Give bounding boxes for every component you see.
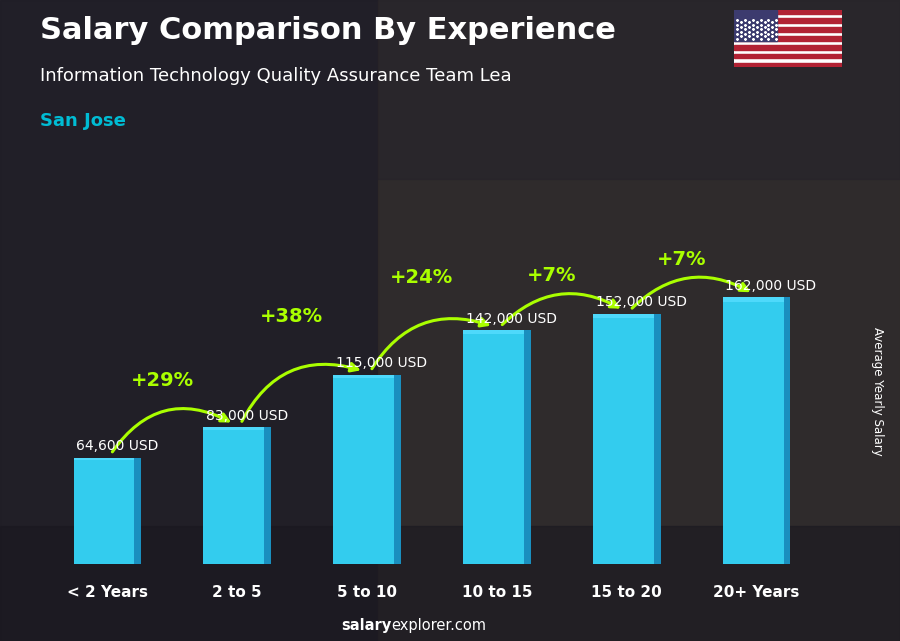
- Bar: [723, 297, 784, 302]
- Bar: [333, 374, 394, 378]
- Bar: [0, 0, 378, 641]
- Bar: [464, 330, 524, 334]
- Bar: [74, 458, 134, 460]
- Bar: [734, 63, 842, 67]
- Text: +7%: +7%: [656, 250, 706, 269]
- Bar: [784, 297, 790, 564]
- Text: 115,000 USD: 115,000 USD: [336, 356, 427, 370]
- Text: 20+ Years: 20+ Years: [714, 585, 800, 600]
- Bar: [203, 428, 265, 429]
- Bar: [524, 330, 531, 564]
- Text: explorer.com: explorer.com: [392, 619, 487, 633]
- Bar: [394, 374, 400, 564]
- Text: Salary Comparison By Experience: Salary Comparison By Experience: [40, 16, 616, 45]
- Text: salary: salary: [341, 619, 392, 633]
- Bar: [734, 45, 842, 49]
- Bar: [734, 37, 842, 40]
- Bar: [0, 0, 900, 179]
- Bar: [734, 19, 842, 23]
- Bar: [723, 297, 784, 564]
- Text: Average Yearly Salary: Average Yearly Salary: [871, 327, 884, 455]
- Bar: [464, 330, 524, 564]
- Text: +38%: +38%: [260, 306, 323, 326]
- Bar: [203, 428, 265, 564]
- Bar: [734, 10, 842, 14]
- Bar: [734, 10, 777, 40]
- Bar: [134, 458, 141, 564]
- Bar: [734, 54, 842, 58]
- Text: 152,000 USD: 152,000 USD: [596, 296, 687, 310]
- Bar: [593, 313, 653, 318]
- Bar: [653, 313, 661, 564]
- Bar: [0, 526, 900, 641]
- Text: 162,000 USD: 162,000 USD: [725, 279, 816, 293]
- Text: 83,000 USD: 83,000 USD: [206, 409, 288, 423]
- Bar: [265, 428, 271, 564]
- Text: San Jose: San Jose: [40, 112, 126, 130]
- Text: +24%: +24%: [390, 268, 454, 287]
- Bar: [593, 313, 653, 564]
- Text: +29%: +29%: [130, 370, 194, 390]
- Text: +7%: +7%: [526, 266, 576, 285]
- Text: 2 to 5: 2 to 5: [212, 585, 262, 600]
- Bar: [74, 458, 134, 564]
- Text: Information Technology Quality Assurance Team Lea: Information Technology Quality Assurance…: [40, 67, 512, 85]
- Text: 5 to 10: 5 to 10: [338, 585, 397, 600]
- Bar: [333, 374, 394, 564]
- Text: 64,600 USD: 64,600 USD: [76, 440, 158, 453]
- Bar: [734, 28, 842, 32]
- Text: 10 to 15: 10 to 15: [462, 585, 532, 600]
- Text: 15 to 20: 15 to 20: [591, 585, 662, 600]
- Bar: [378, 0, 900, 641]
- Text: 142,000 USD: 142,000 USD: [466, 312, 557, 326]
- Text: < 2 Years: < 2 Years: [67, 585, 148, 600]
